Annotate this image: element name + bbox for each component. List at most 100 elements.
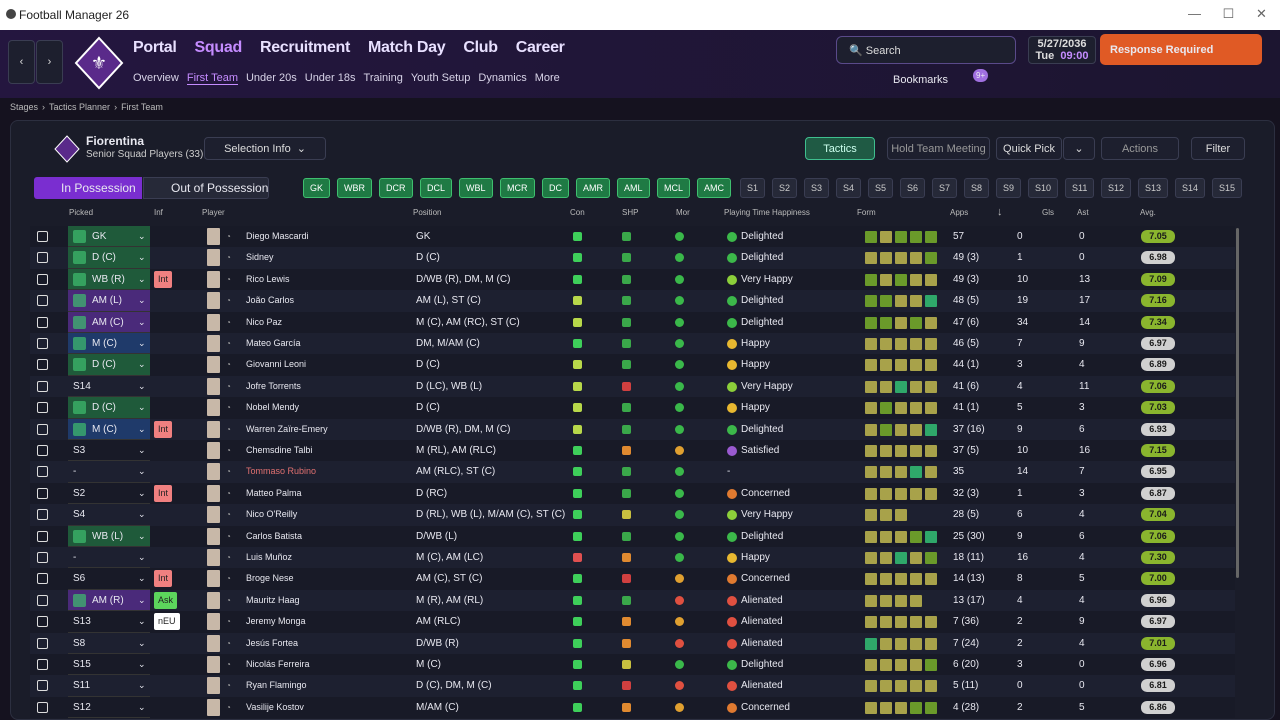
sub-nav-item[interactable]: Under 20s <box>245 72 297 84</box>
quick-pick-button[interactable]: Quick Pick <box>996 137 1062 160</box>
player-name[interactable]: João Carlos <box>246 295 295 306</box>
column-header[interactable]: Inf <box>154 208 163 217</box>
player-row[interactable]: WB (L) ⌄ ◔ Carlos Batista D/WB (L) Delighted 2… <box>30 525 1235 547</box>
player-name[interactable]: Warren Zaïre-Emery <box>246 423 328 434</box>
player-name[interactable]: Matteo Palma <box>246 487 302 498</box>
player-name[interactable]: Nico O'Reilly <box>246 509 298 520</box>
checkbox[interactable] <box>37 552 48 563</box>
player-name[interactable]: Mateo García <box>246 338 301 348</box>
column-header[interactable]: Apps <box>950 208 969 217</box>
player-name[interactable]: Vasilije Kostov <box>246 701 304 712</box>
sub-slot[interactable]: S13 <box>1138 178 1169 198</box>
main-nav-item[interactable]: Club <box>463 39 498 56</box>
position-slot[interactable]: WBL <box>459 178 493 198</box>
column-header[interactable]: Con <box>570 208 585 217</box>
out-of-possession-tab[interactable]: Out of Possession <box>143 177 269 199</box>
column-header[interactable]: Position <box>413 208 442 217</box>
filter-button[interactable]: Filter <box>1191 137 1245 160</box>
checkbox[interactable] <box>37 402 48 414</box>
checkbox[interactable] <box>37 252 48 264</box>
sub-slot[interactable]: S1 <box>740 178 766 198</box>
checkbox[interactable] <box>37 423 48 435</box>
player-row[interactable]: - ⌄ ◔ Tommaso Rubino AM (RLC), ST (C) -35 14 7 6… <box>30 461 1235 483</box>
column-header[interactable]: Mor <box>676 208 690 217</box>
position-slot[interactable]: DC <box>542 178 569 198</box>
player-name[interactable]: Broge Nese <box>246 573 294 584</box>
sub-nav-item[interactable]: Under 18s <box>304 72 356 84</box>
column-header[interactable]: Ast <box>1077 208 1089 217</box>
column-header[interactable]: Playing Time Happiness <box>724 208 810 217</box>
sub-slot[interactable]: S15 <box>1212 178 1243 198</box>
player-name[interactable]: Rico Lewis <box>246 273 290 284</box>
main-nav-item[interactable]: Recruitment <box>259 39 351 56</box>
main-nav-item[interactable]: Match Day <box>368 39 446 56</box>
player-row[interactable]: M (C) ⌄ Int ◔ Warren Zaïre-Emery D/WB (R), DM… <box>30 418 1235 440</box>
player-row[interactable]: AM (R) ⌄ Ask ◔ Mauritz Haag M (R), AM (RL) Ali… <box>30 589 1235 612</box>
position-slot[interactable]: MCL <box>657 178 691 198</box>
date-box[interactable]: 5/27/2036 Tue 09:00 <box>1028 36 1096 64</box>
picked-select[interactable]: S14 <box>68 376 150 398</box>
picked-select[interactable]: - <box>68 461 150 483</box>
picked-select[interactable]: S2 <box>68 483 150 505</box>
main-nav-item[interactable]: Portal <box>133 39 177 56</box>
bookmarks[interactable]: Bookmarks <box>893 74 949 86</box>
checkbox[interactable] <box>37 338 48 349</box>
window-controls[interactable]: — ☐ ✕ <box>1188 6 1267 21</box>
checkbox[interactable] <box>37 295 48 307</box>
sub-slot[interactable]: S11 <box>1065 178 1095 198</box>
player-row[interactable]: S15 ⌄ ◔ Nicolás Ferreira M (C) Delighted 6 (20… <box>30 654 1235 676</box>
checkbox[interactable] <box>37 616 48 628</box>
player-name[interactable]: Diego Mascardi <box>246 231 309 241</box>
checkbox[interactable] <box>37 530 48 542</box>
player-row[interactable]: S13 ⌄ nEU ◔ Jeremy Monga AM (RLC) Alienated 7 (… <box>30 611 1235 633</box>
picked-select[interactable]: D (C) <box>68 247 150 269</box>
column-header[interactable]: Picked <box>69 208 94 217</box>
checkbox[interactable] <box>37 637 48 649</box>
player-row[interactable]: - ⌄ ◔ Luis Muñoz M (C), AM (LC) Happy 18 (11) 1… <box>30 547 1235 569</box>
player-name[interactable]: Giovanni Leoni <box>246 359 307 370</box>
position-slot[interactable]: DCR <box>379 178 413 198</box>
checkbox[interactable] <box>37 466 48 478</box>
player-name[interactable]: Luis Muñoz <box>246 552 293 562</box>
player-name[interactable]: Nico Paz <box>246 316 283 327</box>
checkbox[interactable] <box>37 509 48 521</box>
selection-info-button[interactable]: Selection Info ⌄ <box>204 137 326 160</box>
picked-select[interactable]: D (C) <box>68 397 150 419</box>
picked-select[interactable]: WB (R) <box>68 268 150 291</box>
position-slot[interactable]: MCR <box>500 178 535 198</box>
player-name[interactable]: Ryan Flamingo <box>246 680 307 691</box>
player-row[interactable]: S8 ⌄ ◔ Jesús Fortea D/WB (R) Alienated 7 (24) 2… <box>30 632 1235 654</box>
meeting-button[interactable]: Hold Team Meeting <box>887 137 990 160</box>
sub-slot[interactable]: S5 <box>868 178 894 198</box>
sub-slot[interactable]: S8 <box>964 178 990 198</box>
sub-nav-item[interactable]: Overview <box>133 72 179 84</box>
position-slot[interactable]: GK <box>303 178 331 198</box>
player-name[interactable]: Nobel Mendy <box>246 402 300 413</box>
checkbox[interactable] <box>37 573 48 585</box>
position-slot[interactable]: DCL <box>420 178 453 198</box>
checkbox[interactable] <box>37 273 48 285</box>
column-header[interactable]: SHP <box>622 208 639 217</box>
sub-nav-item[interactable]: Training <box>363 72 403 84</box>
picked-select[interactable]: M (C) <box>68 333 150 355</box>
player-row[interactable]: S14 ⌄ ◔ Jofre Torrents D (LC), WB (L) Very Ha… <box>30 375 1235 398</box>
position-slot[interactable]: WBR <box>337 178 372 198</box>
column-header[interactable]: Avg. <box>1140 208 1156 217</box>
search-box[interactable]: 🔍 Search <box>836 36 1016 64</box>
checkbox[interactable] <box>37 594 48 606</box>
checkbox[interactable] <box>37 359 48 371</box>
crumb[interactable]: Tactics Planner <box>49 102 111 112</box>
player-row[interactable]: AM (C) ⌄ ◔ Nico Paz M (C), AM (RC), ST (C) De… <box>30 311 1235 333</box>
player-name[interactable]: Jesús Fortea <box>246 637 299 648</box>
picked-select[interactable]: S15 <box>68 654 150 676</box>
sub-nav-item[interactable]: Dynamics <box>478 72 527 84</box>
picked-select[interactable]: S4 <box>68 504 150 526</box>
column-header[interactable]: Gls <box>1042 208 1054 217</box>
player-name[interactable]: Jofre Torrents <box>246 380 301 391</box>
checkbox[interactable] <box>37 680 48 692</box>
picked-select[interactable]: AM (C) <box>68 311 150 333</box>
sub-slot[interactable]: S12 <box>1101 178 1132 198</box>
position-slot[interactable]: AMC <box>697 178 731 198</box>
picked-select[interactable]: - <box>68 547 150 569</box>
sub-slot[interactable]: S2 <box>772 178 798 198</box>
